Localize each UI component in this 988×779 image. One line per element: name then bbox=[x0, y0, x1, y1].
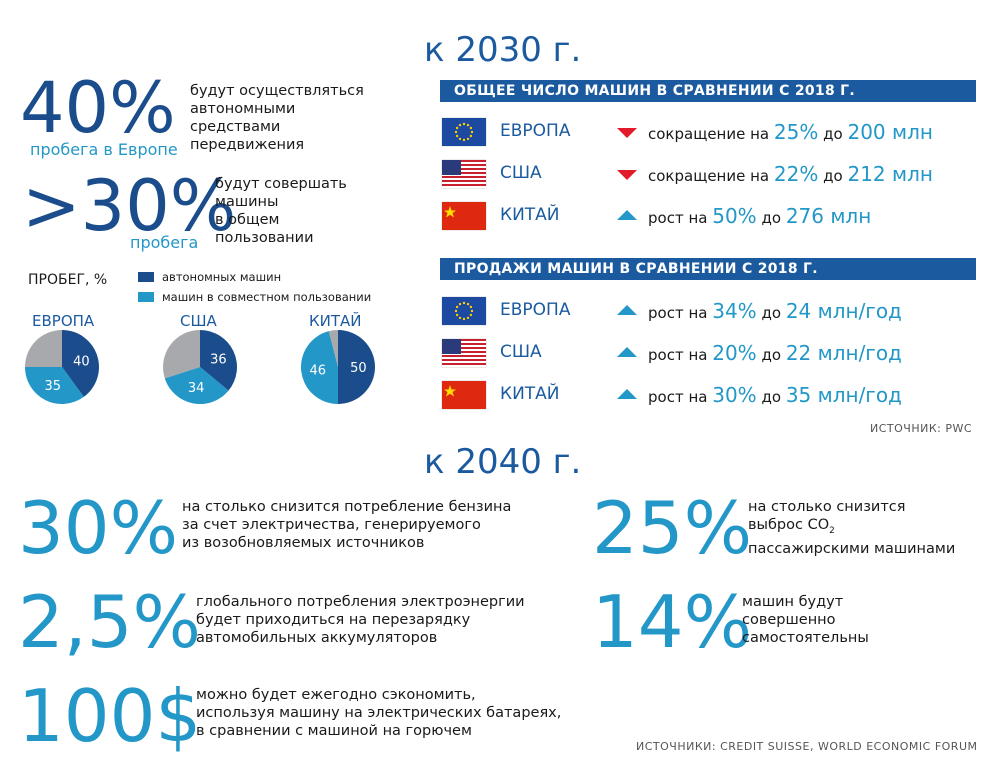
up-triangle-icon bbox=[617, 210, 637, 220]
cars-total-bar: ОБЩЕЕ ЧИСЛО МАШИН В СРАВНЕНИИ С 2018 Г. bbox=[440, 80, 976, 102]
header-2030: к 2030 г. bbox=[424, 30, 582, 70]
cn-flag-icon bbox=[442, 381, 486, 409]
stat-30-desc: будут совершать машины в общем пользовании bbox=[215, 176, 347, 246]
pie-label-autonomous: 40 bbox=[73, 355, 90, 370]
eu-flag-icon bbox=[442, 297, 486, 325]
legend-swatch-autonomous bbox=[138, 272, 154, 282]
legend-autonomous: автономных машин bbox=[162, 270, 282, 284]
pie-slice-other bbox=[163, 330, 200, 379]
pie-slice-autonomous bbox=[338, 330, 375, 404]
source-bottom: ИСТОЧНИКИ: CREDIT SUISSE, WORLD ECONOMIC… bbox=[636, 740, 978, 753]
stat-2040-14-desc: машин будут совершенно самостоятельны bbox=[742, 594, 869, 646]
pie-slice-shared bbox=[300, 331, 338, 404]
stat-30-value: >30% bbox=[22, 165, 237, 247]
stat-2040-25-desc: на столько снизится выброс CO2 пассажирс… bbox=[748, 499, 956, 557]
country-label: ЕВРОПА bbox=[500, 121, 571, 141]
stat-40-desc: будут осуществляться автономными средства… bbox=[190, 83, 364, 153]
cars-sales-bar: ПРОДАЖИ МАШИН В СРАВНЕНИИ С 2018 Г. bbox=[440, 258, 976, 280]
up-triangle-icon bbox=[617, 305, 637, 315]
change-text: рост на 20% до 22 млн/год bbox=[648, 341, 902, 365]
stat-40-value: 40% bbox=[20, 67, 176, 149]
eu-flag-icon bbox=[442, 118, 486, 146]
legend-shared: машин в совместном пользовании bbox=[162, 290, 372, 304]
change-text: рост на 30% до 35 млн/год bbox=[648, 383, 902, 407]
pie-slice-autonomous bbox=[200, 330, 237, 391]
pie-label-shared: 35 bbox=[44, 379, 61, 394]
stat-2040-2-5-value: 2,5% bbox=[18, 580, 201, 664]
pie-slice-other bbox=[25, 330, 62, 367]
header-2040: к 2040 г. bbox=[424, 442, 582, 482]
pie-title-china: КИТАЙ bbox=[309, 312, 362, 330]
source-pwc: ИСТОЧНИК: PWC bbox=[870, 422, 973, 435]
up-triangle-icon bbox=[617, 347, 637, 357]
down-triangle-icon bbox=[617, 128, 637, 138]
us-flag-icon bbox=[442, 339, 486, 367]
pie-slice-shared bbox=[164, 367, 229, 405]
pie-title-europe: ЕВРОПА bbox=[32, 312, 95, 330]
us-flag-icon bbox=[442, 160, 486, 188]
stat-30-sub: пробега bbox=[130, 233, 199, 252]
pie-label-autonomous: 50 bbox=[350, 361, 367, 376]
up-triangle-icon bbox=[617, 389, 637, 399]
pie-label-shared: 34 bbox=[188, 381, 205, 396]
stat-2040-30-value: 30% bbox=[18, 486, 179, 570]
stat-2040-30-desc: на столько снизится потребление бензина з… bbox=[182, 499, 512, 551]
chart-title: ПРОБЕГ, % bbox=[28, 272, 108, 288]
legend-swatch-shared bbox=[138, 292, 154, 302]
change-text: сокращение на 22% до 212 млн bbox=[648, 162, 933, 186]
stat-2040-14-value: 14% bbox=[592, 580, 753, 664]
pie-label-shared: 46 bbox=[310, 364, 327, 379]
change-text: рост на 50% до 276 млн bbox=[648, 204, 872, 228]
country-label: ЕВРОПА bbox=[500, 300, 571, 320]
pie-label-autonomous: 36 bbox=[210, 352, 227, 367]
pie-slice-shared bbox=[24, 367, 84, 404]
change-text: сокращение на 25% до 200 млн bbox=[648, 120, 933, 144]
stat-2040-100-desc: можно будет ежегодно сэкономить, использу… bbox=[196, 687, 562, 739]
pie-slice-autonomous bbox=[62, 330, 99, 397]
cn-flag-icon bbox=[442, 202, 486, 230]
country-label: КИТАЙ bbox=[500, 205, 560, 225]
stat-40-sub: пробега в Европе bbox=[30, 140, 178, 159]
down-triangle-icon bbox=[617, 170, 637, 180]
stat-2040-25-value: 25% bbox=[592, 486, 753, 570]
stat-2040-2-5-desc: глобального потребления электроэнергии бу… bbox=[196, 594, 525, 646]
pie-charts: 40 35 36 34 50 46 bbox=[24, 330, 375, 405]
stat-2040-100-value: 100$ bbox=[18, 674, 202, 758]
country-label: США bbox=[500, 163, 542, 183]
pie-title-usa: США bbox=[180, 312, 217, 330]
pie-slice-other bbox=[328, 330, 338, 367]
country-label: КИТАЙ bbox=[500, 384, 560, 404]
change-text: рост на 34% до 24 млн/год bbox=[648, 299, 902, 323]
country-label: США bbox=[500, 342, 542, 362]
